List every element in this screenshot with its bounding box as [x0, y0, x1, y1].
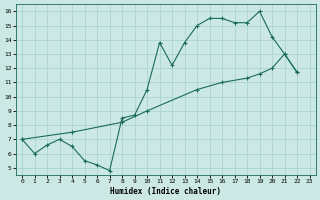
- X-axis label: Humidex (Indice chaleur): Humidex (Indice chaleur): [110, 187, 221, 196]
